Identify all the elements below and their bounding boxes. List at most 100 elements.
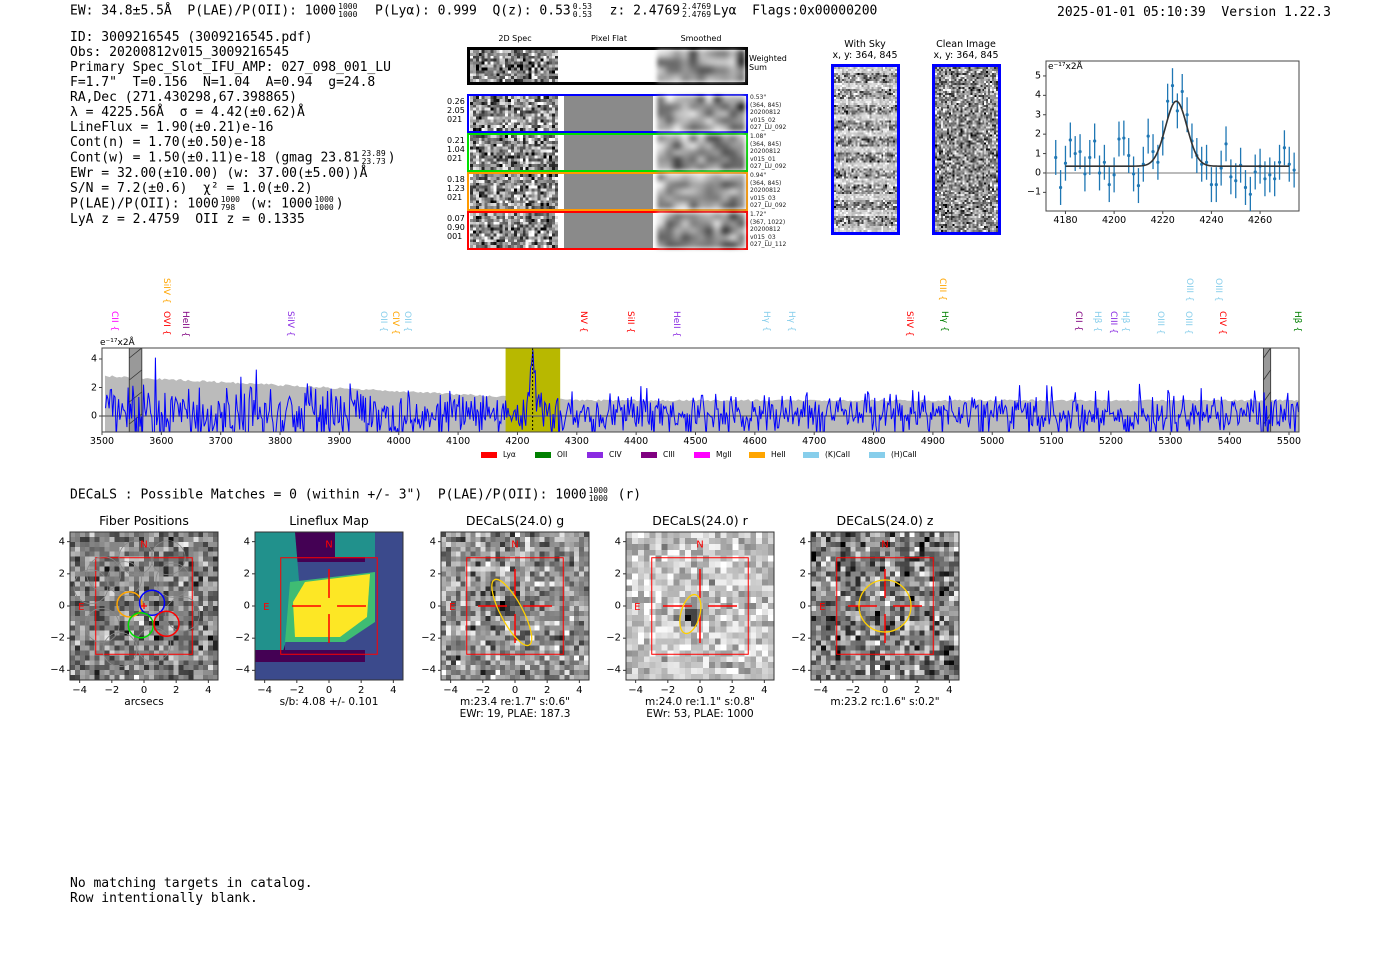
caption-line: arcsecs — [124, 696, 164, 708]
clean-image-frame — [932, 64, 1001, 235]
qz-sub: 0.53 — [572, 10, 592, 19]
search-box — [280, 557, 378, 655]
fiber-circle — [118, 540, 154, 576]
y-tick-label: 2 — [243, 568, 250, 580]
ew-value: EW: 34.8±5.5Å — [70, 3, 172, 19]
data-point — [1131, 172, 1136, 176]
fiber-circle-highlight — [127, 612, 155, 639]
y-tick-label: 0 — [614, 600, 621, 612]
info-line: S/N = 7.2(±0.6) χ² = 1.0(±0.2) — [70, 181, 396, 196]
fiber-circle-highlight — [116, 591, 143, 618]
search-box — [466, 557, 564, 655]
y-unit-label: e⁻¹⁷x2Å — [1048, 62, 1083, 72]
y-tick-label: 0 — [243, 600, 250, 612]
caption-line: m:23.4 re:1.7" s:0.6" — [460, 696, 570, 708]
x-tick-label: 3600 — [149, 436, 174, 447]
x-tick-label: 3700 — [208, 436, 233, 447]
x-tick-label: 4300 — [564, 436, 589, 447]
exposure-row — [467, 172, 748, 211]
clean-image — [935, 67, 998, 232]
weighted-sum-label: Weighted Sum — [749, 54, 787, 72]
decals-summary: DECaLS : Possible Matches = 0 (within +/… — [70, 487, 641, 503]
info-line: Primary Spec_Slot_IFU_AMP: 027_098_001_L… — [70, 60, 396, 75]
info-text-after: ) — [387, 150, 396, 166]
lineflux-map-image — [255, 532, 403, 680]
panel-caption: m:23.4 re:1.7" s:0.6" EWr: 19, PLAE: 187.… — [460, 696, 571, 720]
z-frac: 2.4769 2.4769 — [682, 3, 711, 19]
panel-caption: arcsecs — [124, 696, 163, 708]
y-unit-label: e⁻¹⁷x2Å — [100, 338, 135, 348]
caption-line-2: EWr: 53, PLAE: 1000 — [646, 708, 754, 720]
x-tick-label: 5200 — [1098, 436, 1124, 447]
exposure-row — [467, 94, 748, 133]
plae-sub: 1000 — [338, 10, 358, 19]
decals-band: (r) — [617, 487, 642, 503]
data-point — [1277, 160, 1282, 164]
caption-line: m:24.0 re:1.1" s:0.8" — [645, 696, 755, 708]
decals-sub: 1000 — [588, 494, 608, 503]
y-tick-label: −2 — [50, 632, 65, 644]
info-frac: 1000 798 — [221, 196, 240, 212]
x-tick-label: 4180 — [1053, 215, 1078, 226]
cutout-title: Clean Image x, y: 364, 845 — [933, 39, 998, 61]
data-point — [1175, 109, 1179, 113]
panel-title: Fiber Positions — [99, 513, 189, 528]
flags-value: Flags:0x00000200 — [752, 3, 878, 19]
info-line: RA,Dec (271.430298,67.398865) — [70, 90, 396, 105]
info-line: Obs: 20200812v015_3009216545 — [70, 45, 396, 60]
x-tick-label: 0 — [325, 685, 333, 696]
info-line: LyA z = 2.4759 OII z = 0.1335 — [70, 212, 396, 227]
x-tick-label: 2 — [543, 685, 551, 696]
data-point — [1209, 183, 1214, 187]
data-point — [1136, 183, 1141, 188]
info-line: ID: 3009216545 (3009216545.pdf) — [70, 30, 396, 45]
data-point — [1151, 150, 1155, 154]
info-line: EWr = 32.00(±10.00) (w: 37.00(±5.00))Å — [70, 166, 396, 181]
x-tick-label: 3500 — [89, 436, 115, 447]
mask-hatch — [1263, 369, 1271, 381]
info-text: λ = 4225.56Å σ = 4.42(±0.62)Å — [70, 105, 305, 120]
x-tick-label: −4 — [257, 685, 273, 696]
mask-hatch — [129, 348, 143, 359]
x-tick-label: 2 — [357, 685, 365, 696]
panel-frame — [810, 531, 960, 681]
z-value: z: 2.4769 — [609, 3, 681, 19]
2d-spec-image — [470, 213, 558, 248]
info-text: LyA z = 2.4759 OII z = 0.1335 — [70, 212, 305, 227]
data-point — [1180, 89, 1184, 94]
mask-hatch — [129, 391, 143, 403]
fiber-circle — [102, 632, 138, 667]
pixel-flat-image — [564, 213, 653, 248]
legend-swatch — [749, 451, 765, 458]
data-point — [1170, 84, 1175, 88]
y-tick-label: −4 — [791, 664, 806, 676]
with-sky-image — [834, 67, 897, 232]
smoothed-image — [657, 174, 745, 209]
version: Version 1.22.3 — [1221, 5, 1331, 20]
spectrum-plot-area — [102, 348, 1299, 432]
mask-hatch — [129, 369, 143, 381]
row-meta: 1.72" (367, 1022) 20200812 v015_03 027_L… — [750, 211, 787, 248]
cutout-name: Clean Image — [936, 39, 996, 50]
y-tick-label: 4 — [614, 536, 621, 548]
row-stats: 0.21 1.04 021 — [447, 136, 465, 163]
fiber-circle — [150, 540, 186, 576]
x-tick-label: 0 — [696, 685, 704, 696]
header-summary: EW: 34.8±5.5Å P(LAE)/P(OII): 1000 1000 100… — [70, 3, 877, 19]
legend-label: (H)CaII — [891, 450, 917, 459]
footer-notes: No matching targets in catalog. Row inten… — [70, 876, 313, 906]
data-point — [1282, 146, 1287, 150]
info-line: Cont(w) = 1.50(±0.11)e-18 (gmag 23.81 23.… — [70, 150, 396, 166]
x-tick-label: 5300 — [1158, 436, 1183, 447]
info-text: LineFlux = 1.90(±0.21)e-16 — [70, 120, 274, 135]
north-label: N — [140, 539, 147, 550]
plae-sup: 1000 — [338, 2, 358, 11]
info-text: EWr = 32.00(±10.00) (w: 37.00(±5.00))Å — [70, 166, 368, 181]
column-header: 2D Spec — [498, 34, 532, 43]
x-tick-label: 4 — [576, 685, 583, 696]
legend-swatch — [587, 451, 603, 458]
legend-swatch — [869, 451, 885, 458]
z-sup: 2.4769 — [682, 2, 712, 11]
